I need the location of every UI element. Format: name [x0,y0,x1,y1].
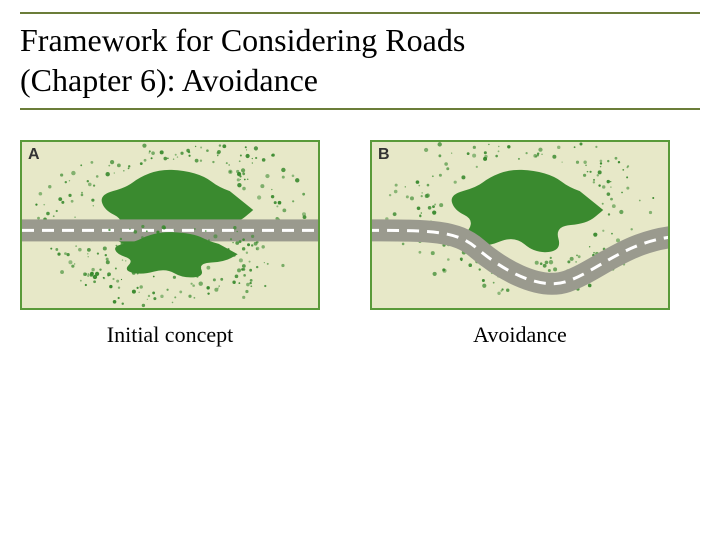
panel-a: A [20,140,320,310]
panel-letter-b: B [378,146,390,164]
diagram-b [372,142,670,310]
panel-letter-a: A [28,146,40,164]
panel-b: B [370,140,670,310]
title-container: Framework for Considering Roads (Chapter… [20,12,700,110]
caption-b: Avoidance [370,322,670,348]
title-line-2: (Chapter 6): Avoidance [20,62,318,98]
panel-column-b: B Avoidance [370,140,670,348]
title-line-1: Framework for Considering Roads [20,22,465,58]
diagram-a [22,142,320,310]
slide-title: Framework for Considering Roads (Chapter… [20,20,700,100]
panel-column-a: A Initial concept [20,140,320,348]
caption-a: Initial concept [20,322,320,348]
diagram-panels: A Initial concept B Avoidance [20,140,670,348]
